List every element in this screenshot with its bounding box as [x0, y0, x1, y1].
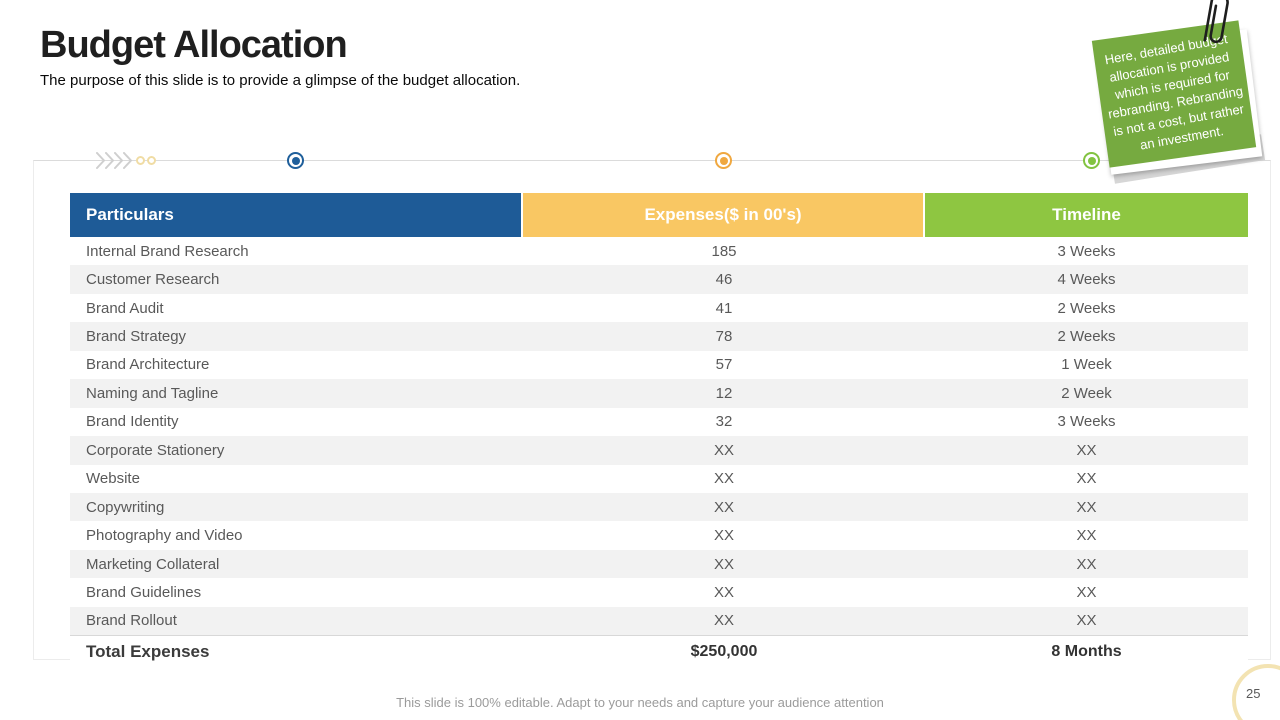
cell-timeline: 2 Week	[1061, 384, 1112, 402]
column-header-expenses: Expenses($ in 00's)	[523, 193, 923, 237]
cell-timeline: 2 Weeks	[1057, 299, 1116, 317]
cell-timeline: XX	[1076, 441, 1097, 459]
page-subtitle: The purpose of this slide is to provide …	[40, 72, 521, 89]
cell-expenses: XX	[713, 441, 734, 459]
cell-timeline: 3 Weeks	[1057, 242, 1116, 260]
paperclip-icon	[1203, 0, 1229, 44]
cell-expenses: 78	[715, 328, 733, 346]
cell-particulars: Corporate Stationery	[86, 441, 225, 459]
cell-particulars: Brand Rollout	[86, 612, 177, 630]
cell-particulars: Brand Audit	[86, 299, 164, 317]
cell-expenses: XX	[713, 470, 734, 488]
table-row: Naming and Tagline 12 2 Week	[70, 379, 1248, 408]
cell-timeline: 3 Weeks	[1057, 413, 1116, 431]
cell-expenses: XX	[713, 498, 734, 516]
cell-expenses: 12	[715, 384, 733, 402]
table-row: Brand Audit 41 2 Weeks	[70, 294, 1248, 322]
total-expenses-value: $250,000	[690, 642, 758, 660]
cell-particulars: Copywriting	[86, 498, 165, 516]
table-header-row: Particulars Expenses($ in 00's) Timeline	[70, 193, 1248, 237]
progress-dot-blue	[287, 152, 304, 169]
cell-particulars: Website	[86, 470, 140, 488]
cell-expenses: 32	[715, 413, 733, 431]
cell-timeline: 1 Week	[1061, 356, 1112, 374]
cell-particulars: Marketing Collateral	[86, 555, 220, 573]
table-row: Brand Guidelines XX XX	[70, 578, 1248, 606]
cell-timeline: XX	[1076, 527, 1097, 545]
cell-timeline: XX	[1076, 498, 1097, 516]
cell-expenses: 185	[711, 242, 737, 260]
cell-particulars: Naming and Tagline	[86, 384, 219, 402]
progress-dot-yellow	[715, 152, 732, 169]
cell-timeline: 4 Weeks	[1057, 271, 1116, 289]
table-body: Internal Brand Research 185 3 Weeks Custome…	[70, 237, 1248, 636]
cell-particulars: Photography and Video	[86, 527, 243, 545]
table-row: Customer Research 46 4 Weeks	[70, 265, 1248, 294]
cell-timeline: XX	[1076, 583, 1097, 601]
page-title: Budget Allocation	[40, 24, 348, 66]
budget-table: Particulars Expenses($ in 00's) Timeline…	[70, 193, 1248, 668]
table-total-row: Total Expenses $250,000 8 Months	[70, 635, 1248, 668]
table-row: Marketing Collateral XX XX	[70, 549, 1248, 579]
cell-particulars: Brand Architecture	[86, 356, 210, 374]
cell-expenses: 46	[715, 271, 733, 289]
page-number: 25	[1246, 686, 1261, 701]
cell-particulars: Internal Brand Research	[86, 242, 249, 260]
cell-expenses: XX	[713, 527, 734, 545]
table-row: Brand Architecture 57 1 Week	[70, 351, 1248, 379]
cell-expenses: XX	[713, 555, 734, 573]
table-row: Brand Rollout XX XX	[70, 606, 1248, 636]
cell-timeline: XX	[1076, 612, 1097, 630]
table-row: Photography and Video XX XX	[70, 521, 1248, 549]
chevron-decoration-icon	[96, 152, 132, 169]
cell-expenses: 57	[715, 356, 733, 374]
total-timeline-value: 8 Months	[1051, 642, 1122, 660]
cell-expenses: XX	[713, 583, 734, 601]
cell-particulars: Brand Strategy	[86, 328, 187, 346]
table-row: Brand Identity 32 3 Weeks	[70, 408, 1248, 436]
cell-particulars: Brand Guidelines	[86, 583, 202, 601]
cell-timeline: 2 Weeks	[1057, 328, 1116, 346]
total-label: Total Expenses	[86, 641, 210, 661]
table-row: Copywriting XX XX	[70, 492, 1248, 522]
footer-note: This slide is 100% editable. Adapt to yo…	[396, 695, 884, 710]
cell-timeline: XX	[1076, 470, 1097, 488]
cell-particulars: Customer Research	[86, 271, 220, 289]
table-row: Internal Brand Research 185 3 Weeks	[70, 237, 1248, 265]
table-row: Website XX XX	[70, 465, 1248, 493]
table-row: Brand Strategy 78 2 Weeks	[70, 322, 1248, 351]
cell-timeline: XX	[1076, 555, 1097, 573]
column-header-particulars: Particulars	[70, 193, 521, 237]
timeline-circle-icon	[136, 156, 145, 165]
cell-particulars: Brand Identity	[86, 413, 179, 431]
table-row: Corporate Stationery XX XX	[70, 436, 1248, 465]
cell-expenses: XX	[713, 612, 734, 630]
cell-expenses: 41	[715, 299, 733, 317]
timeline-circle-icon	[147, 156, 156, 165]
progress-dot-green	[1083, 152, 1100, 169]
column-header-timeline: Timeline	[925, 193, 1248, 237]
